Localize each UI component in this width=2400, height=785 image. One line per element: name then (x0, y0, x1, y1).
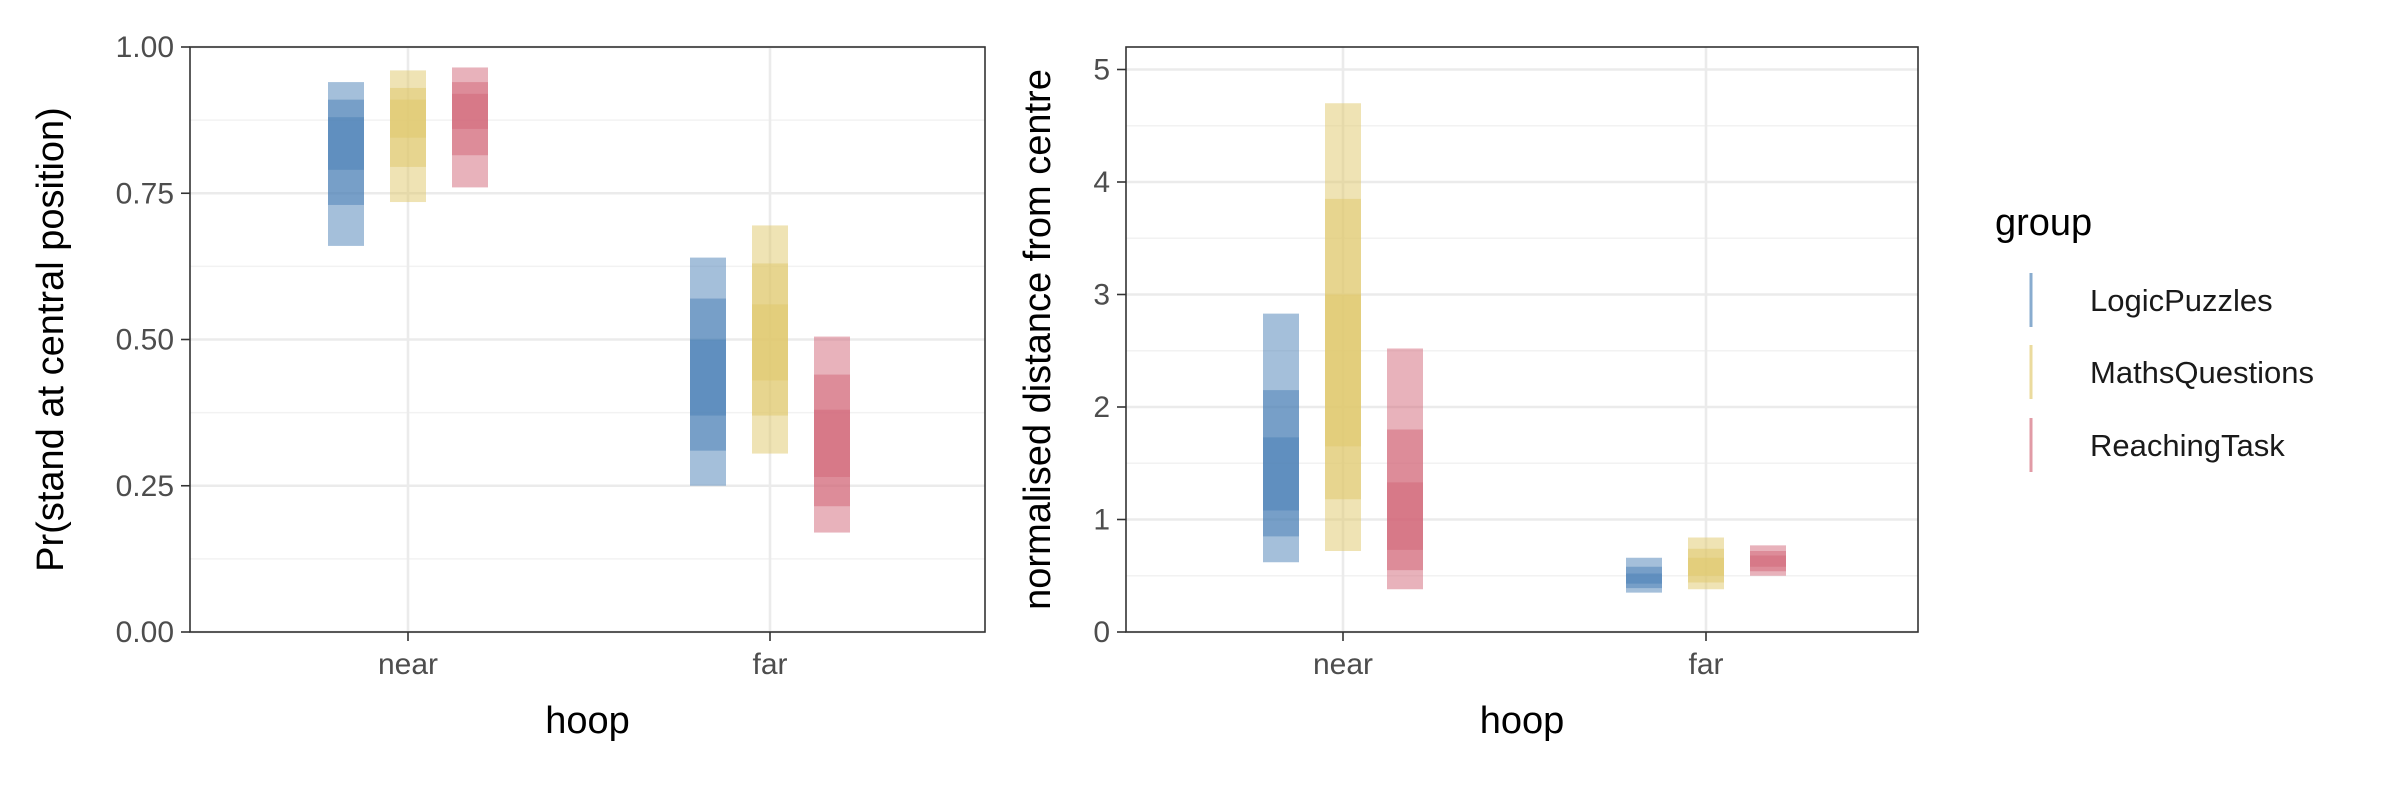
interval-bar-mathsquestions-near-layer3 (390, 99, 426, 138)
interval-bar-reachingtask-far-layer3 (814, 409, 850, 477)
right-panel: 0 1 2 3 4 5 near far hoop normalised distance fro… (1017, 46, 1919, 742)
x-tick-label: near (378, 648, 438, 681)
y-tick-label: 0.75 (116, 177, 174, 210)
interval-bar-mathsquestions-near-layer3 (1325, 294, 1361, 447)
interval-bar-logicpuzzles-far-layer3 (1626, 573, 1662, 584)
y-tick-label: 1.00 (116, 31, 174, 64)
y-tick-label: 0.25 (116, 470, 174, 503)
interval-bar-reachingtask-near-layer3 (452, 93, 488, 129)
left-panel: 0.00 0.25 0.50 0.75 1.00 near far hoop Pr(stand … (30, 31, 986, 742)
interval-bar-reachingtask-far-layer3 (1750, 555, 1786, 567)
interval-bar-reachingtask-near-layer3 (1387, 482, 1423, 550)
y-tick-label: 4 (1093, 166, 1110, 199)
interval-bar-logicpuzzles-far-layer3 (690, 339, 726, 416)
interval-bar-mathsquestions-far-layer3 (1688, 557, 1724, 576)
y-axis-title: normalised distance from centre (1017, 69, 1059, 610)
y-tick-label: 3 (1093, 279, 1110, 312)
y-tick-label: 5 (1093, 54, 1110, 87)
y-axis-title: Pr(stand at central position) (30, 107, 72, 572)
x-tick-label: far (752, 648, 787, 681)
x-axis-title: hoop (1480, 700, 1565, 742)
x-tick-label: far (1688, 648, 1723, 681)
legend-label-mathsquestions: MathsQuestions (2090, 355, 2314, 390)
y-tick-label: 1 (1093, 504, 1110, 537)
y-tick-label: 2 (1093, 391, 1110, 424)
panel-border (1125, 46, 1919, 633)
interval-bar-logicpuzzles-near-layer3 (1263, 437, 1299, 511)
x-axis-title: hoop (545, 700, 630, 742)
legend: group LogicPuzzles MathsQuestions ReachingT… (1995, 202, 2314, 472)
legend-label-reachingtask: ReachingTask (2090, 428, 2285, 463)
interval-bar-mathsquestions-far-layer3 (752, 304, 788, 381)
x-tick-label: near (1313, 648, 1373, 681)
y-tick-label: 0 (1093, 616, 1110, 649)
interval-bar-logicpuzzles-near-layer3 (328, 117, 364, 170)
legend-label-logicpuzzles: LogicPuzzles (2090, 283, 2273, 318)
y-tick-label: 0.50 (116, 324, 174, 357)
legend-title: group (1995, 202, 2092, 244)
y-tick-label: 0.00 (116, 616, 174, 649)
